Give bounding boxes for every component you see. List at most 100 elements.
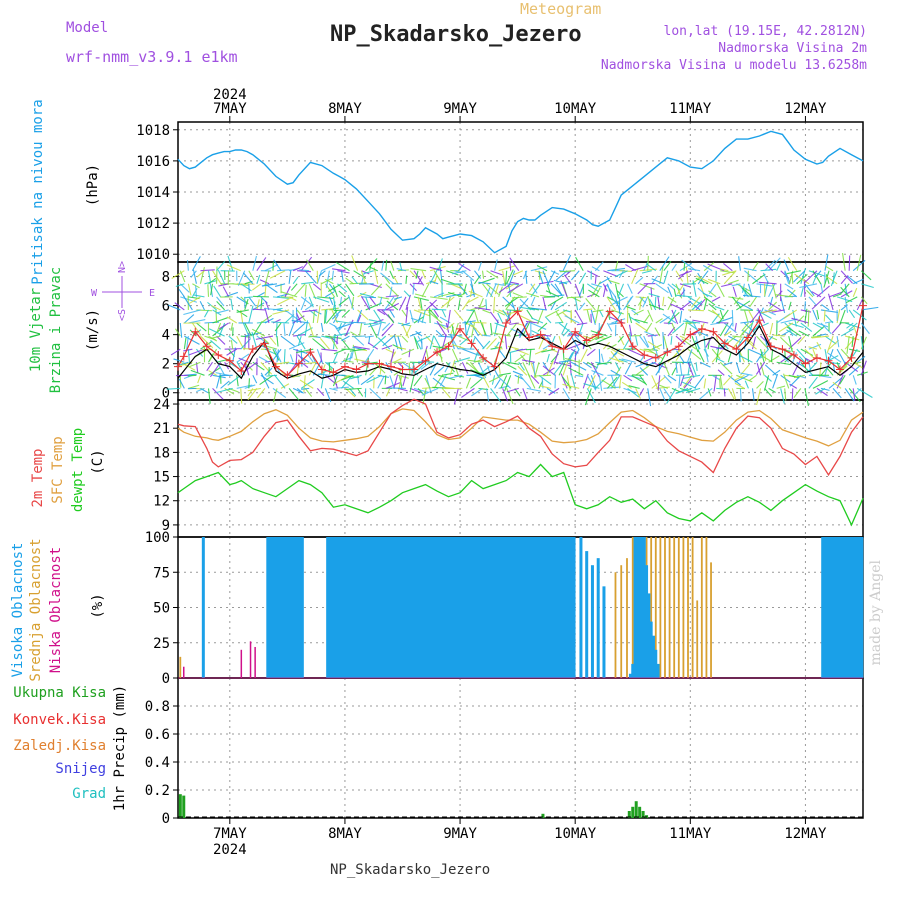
wind-vector-arrow <box>808 376 818 389</box>
wind-vector-arrow <box>494 283 507 287</box>
wind-vector-arrow <box>793 388 802 399</box>
cloud-high-bar <box>300 537 304 678</box>
wind-vector-arrow <box>291 374 302 378</box>
cloud-high-bar <box>339 537 343 678</box>
wind-vector-arrow <box>852 348 858 357</box>
wind-vector-arrow <box>768 283 776 298</box>
wind-vector-arrow <box>804 301 806 310</box>
x-tick-label-top: 12MAY <box>784 101 827 117</box>
wind-vector-arrow <box>411 362 415 375</box>
wind-vector-arrow <box>655 318 663 324</box>
wind-vector-arrow <box>467 359 483 363</box>
wind-vector-arrow <box>816 285 830 298</box>
cloud-high-bar <box>540 537 544 678</box>
wind-vector-arrow <box>506 361 520 365</box>
wind-vector-arrow <box>643 335 650 348</box>
wind-vector-arrow <box>647 340 661 350</box>
wind-vector-arrow <box>226 316 238 324</box>
wind-vector-arrow <box>188 296 201 304</box>
cloud-high-bar <box>837 537 841 678</box>
wind-vector-arrow <box>436 320 447 337</box>
wind-vector-arrow <box>812 325 826 337</box>
wind-vector-arrow <box>703 298 708 311</box>
wind-vector-arrow <box>784 271 790 284</box>
x-tick-label-bottom: 9MAY <box>443 826 477 842</box>
wind-vector-arrow <box>413 374 423 387</box>
wind-vector-arrow <box>521 359 535 363</box>
wind-vector-arrow <box>839 375 846 385</box>
wind-vector-arrow <box>820 322 832 335</box>
cloud-high-bar <box>517 537 521 678</box>
cloud-high-bar <box>549 537 553 678</box>
wind-vector-arrow <box>851 336 854 348</box>
wind-vector-arrow <box>525 320 539 324</box>
wind-vector-arrow <box>672 348 681 359</box>
wind-vector-arrow <box>489 311 500 324</box>
wind-vector-arrow <box>432 377 447 389</box>
wind-vector-arrow <box>435 329 443 337</box>
wind-vector-arrow <box>741 287 753 298</box>
wind-vector-arrow <box>732 335 743 338</box>
cloud-high-bar <box>353 537 357 678</box>
wind-vector-arrow <box>207 388 211 404</box>
wind-vector-arrow <box>324 309 328 324</box>
wind-vector-arrow <box>437 258 443 271</box>
wind-vector-arrow <box>338 290 346 298</box>
wind-vector-arrow <box>751 336 757 350</box>
wind-vector-arrow <box>429 335 435 350</box>
wind-vector-arrow <box>739 284 749 298</box>
wind-vector-arrow <box>288 388 300 401</box>
wind-vector-arrow <box>385 388 391 397</box>
wind-vector-arrow <box>583 308 593 311</box>
cloud-high-bar <box>335 537 339 678</box>
cloud-high-bar <box>841 537 845 678</box>
cloud-high-bar <box>372 537 376 678</box>
wind-vector-arrow <box>667 286 673 298</box>
wind-vector-arrow <box>808 346 818 350</box>
wind-vector-arrow <box>531 307 548 311</box>
wind-vector-arrow <box>637 283 649 295</box>
wind-vector-arrow <box>741 322 753 335</box>
wind-vector-arrow <box>191 256 201 271</box>
wind-vector-arrow <box>679 283 691 288</box>
wind-vector-arrow <box>429 266 443 272</box>
watermark: made by Angel <box>868 560 884 666</box>
wind-vector-arrow <box>433 366 445 376</box>
wind-vector-arrow <box>248 305 254 324</box>
wind-vector-arrow <box>450 333 455 350</box>
wind-vector-arrow <box>722 270 737 276</box>
wind-vector-arrow <box>560 280 568 298</box>
wind-vector-arrow <box>452 270 467 275</box>
gust-marker <box>363 359 372 368</box>
wind-vector-arrow <box>299 269 310 272</box>
wind-vector-arrow <box>832 388 842 399</box>
cloud-high-bar <box>628 673 632 678</box>
wind-vector-arrow <box>675 294 693 298</box>
wind-vector-arrow <box>614 361 621 371</box>
wind-vector-arrow <box>283 323 286 337</box>
gust-marker <box>732 345 741 354</box>
wind-vector-arrow <box>413 270 425 286</box>
wind-vector-arrow <box>528 283 536 293</box>
wind-vector-arrow <box>393 275 399 285</box>
wind-vector-arrow <box>387 314 395 324</box>
wind-vector-arrow <box>516 348 527 352</box>
wind-vector-arrow <box>296 335 306 350</box>
wind-vector-arrow <box>546 360 554 376</box>
wind-vector-arrow <box>252 308 265 311</box>
wind-vector-arrow <box>446 270 459 276</box>
wind-vector-arrow <box>260 335 270 345</box>
wind-vector-arrow <box>345 277 354 285</box>
wind-vector-arrow <box>723 374 733 386</box>
wind-vector-arrow <box>509 322 519 325</box>
wind-vector-arrow <box>775 294 793 298</box>
wind-vector-arrow <box>570 270 580 281</box>
wind-vector-arrow <box>370 283 383 296</box>
wind-vector-arrow <box>433 309 440 318</box>
cloud-high-bar <box>489 537 493 678</box>
cloud-high-bar <box>369 537 373 678</box>
wind-vector-arrow <box>288 296 297 301</box>
wind-vector-arrow <box>811 335 830 339</box>
wind-vector-arrow <box>601 379 616 389</box>
wind-vector-arrow <box>462 348 480 356</box>
